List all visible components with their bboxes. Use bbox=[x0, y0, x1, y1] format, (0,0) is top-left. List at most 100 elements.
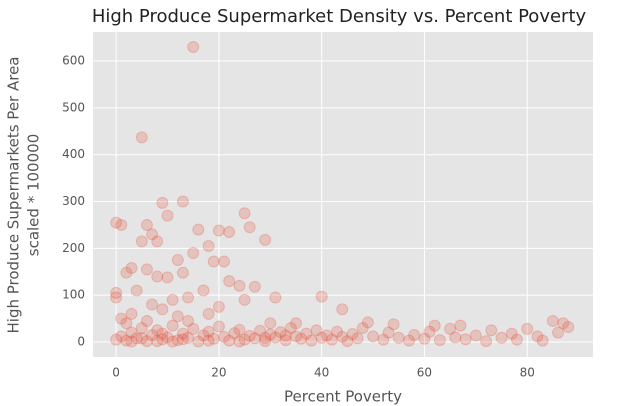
point bbox=[115, 330, 128, 343]
point bbox=[161, 331, 174, 344]
point bbox=[110, 291, 123, 304]
point bbox=[325, 333, 338, 346]
point bbox=[403, 334, 416, 347]
point bbox=[161, 209, 174, 222]
point bbox=[310, 324, 323, 337]
point bbox=[238, 293, 251, 306]
point bbox=[505, 327, 518, 340]
point bbox=[182, 291, 195, 304]
point bbox=[382, 326, 395, 339]
point bbox=[218, 330, 231, 343]
point bbox=[392, 331, 405, 344]
point bbox=[536, 334, 549, 347]
y-tick-label: 200 bbox=[62, 241, 85, 255]
point bbox=[135, 321, 148, 334]
point bbox=[207, 332, 220, 345]
point bbox=[531, 330, 544, 343]
point bbox=[212, 320, 225, 333]
point bbox=[562, 321, 575, 334]
point bbox=[233, 323, 246, 336]
point bbox=[495, 331, 508, 344]
point bbox=[187, 40, 200, 53]
point bbox=[469, 329, 482, 342]
y-tick-label: 600 bbox=[62, 54, 85, 68]
point bbox=[151, 324, 164, 337]
point bbox=[295, 332, 308, 345]
point bbox=[140, 314, 153, 327]
y-axis-label: High Produce Supermarkets Per Area bbox=[5, 56, 23, 333]
point bbox=[418, 332, 431, 345]
point bbox=[146, 328, 159, 341]
point bbox=[433, 334, 446, 347]
point bbox=[156, 333, 169, 346]
point bbox=[289, 317, 302, 330]
point bbox=[238, 333, 251, 346]
point bbox=[279, 329, 292, 342]
point bbox=[110, 286, 123, 299]
y-tick-label: 100 bbox=[62, 288, 85, 302]
chart-title: High Produce Supermarket Density vs. Per… bbox=[92, 6, 587, 27]
point bbox=[223, 334, 236, 347]
point bbox=[171, 254, 184, 267]
point bbox=[110, 333, 123, 346]
point bbox=[243, 329, 256, 342]
y-axis-label: scaled * 100000 bbox=[25, 134, 43, 256]
x-axis-label: Percent Poverty bbox=[284, 388, 402, 406]
y-tick-label: 0 bbox=[77, 335, 85, 349]
point bbox=[557, 317, 570, 330]
point bbox=[130, 332, 143, 345]
point bbox=[135, 131, 148, 144]
point bbox=[156, 196, 169, 209]
point bbox=[552, 326, 565, 339]
point bbox=[284, 321, 297, 334]
point bbox=[110, 216, 123, 229]
plot-area bbox=[93, 32, 593, 357]
point bbox=[264, 317, 277, 330]
point bbox=[120, 317, 133, 330]
point bbox=[459, 333, 472, 346]
point bbox=[202, 307, 215, 320]
point bbox=[449, 331, 462, 344]
point bbox=[356, 321, 369, 334]
point bbox=[454, 319, 467, 332]
point bbox=[228, 327, 241, 340]
point bbox=[243, 221, 256, 234]
point bbox=[259, 335, 272, 348]
point bbox=[546, 314, 559, 327]
point bbox=[120, 334, 133, 347]
point bbox=[166, 335, 179, 348]
point bbox=[120, 266, 133, 279]
point bbox=[387, 318, 400, 331]
point bbox=[367, 330, 380, 343]
y-tick-label: 400 bbox=[62, 147, 85, 161]
point bbox=[192, 335, 205, 348]
point bbox=[176, 266, 189, 279]
x-tick-label: 0 bbox=[112, 366, 120, 380]
point bbox=[264, 328, 277, 341]
point bbox=[269, 291, 282, 304]
point bbox=[156, 327, 169, 340]
point bbox=[336, 303, 349, 316]
point bbox=[125, 326, 138, 339]
y-tick-label: 500 bbox=[62, 100, 85, 114]
point bbox=[305, 334, 318, 347]
point bbox=[135, 332, 148, 345]
point bbox=[176, 327, 189, 340]
point bbox=[125, 262, 138, 275]
point bbox=[233, 335, 246, 348]
x-tick-label: 60 bbox=[417, 366, 432, 380]
point bbox=[320, 329, 333, 342]
point bbox=[161, 271, 174, 284]
point bbox=[331, 325, 344, 338]
point bbox=[315, 331, 328, 344]
point bbox=[254, 324, 267, 337]
point bbox=[315, 290, 328, 303]
point bbox=[269, 331, 282, 344]
point bbox=[176, 195, 189, 208]
point bbox=[259, 233, 272, 246]
point bbox=[156, 303, 169, 316]
point bbox=[187, 322, 200, 335]
y-tick-label: 300 bbox=[62, 194, 85, 208]
point bbox=[125, 335, 138, 348]
